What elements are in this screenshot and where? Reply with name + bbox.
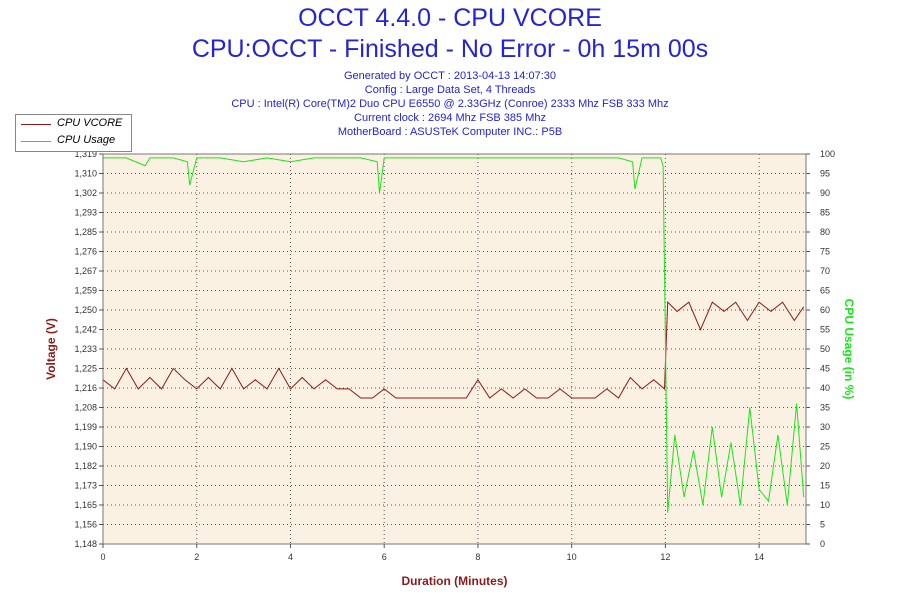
y-left-tick-label: 1,293 [74,208,97,218]
y-right-tick-label: 70 [820,266,830,276]
y-right-tick-label: 5 [820,520,825,530]
y-left-tick-label: 1,267 [74,266,97,276]
y-left-tick-label: 1,250 [74,305,97,315]
y-left-tick-label: 1,259 [74,286,97,296]
x-tick-label: 4 [288,552,293,562]
info-generated: Generated by OCCT : 2013-04-13 14:07:30 [344,70,556,82]
y-right-tick-label: 50 [820,344,830,354]
y-left-tick-label: 1,208 [74,403,97,413]
x-tick-label: 10 [567,552,577,562]
y-left-tick-label: 1,199 [74,422,97,432]
y-axis-right-label: CPU Usage (in %) [842,299,856,400]
y-left-tick-label: 1,216 [74,383,97,393]
x-tick-label: 6 [382,552,387,562]
legend-swatch-vcore [21,124,51,125]
y-left-tick-label: 1,310 [74,169,97,179]
y-left-tick-label: 1,190 [74,442,97,452]
y-right-tick-label: 10 [820,500,830,510]
y-left-tick-label: 1,319 [74,149,97,159]
y-left-tick-label: 1,285 [74,227,97,237]
info-clock: Current clock : 2694 Mhz FSB 385 Mhz [354,112,546,124]
series-layer [102,157,805,513]
y-right-tick-label: 20 [820,461,830,471]
y-left-tick-label: 1,225 [74,364,97,374]
x-axis-label: Duration (Minutes) [402,574,508,588]
y-left-tick-label: 1,148 [74,539,97,549]
y-right-tick-label: 90 [820,188,830,198]
y-right-tick-label: 80 [820,227,830,237]
y-right-tick-label: 0 [820,539,825,549]
x-tick-label: 0 [100,552,105,562]
legend-swatch-usage [21,141,51,142]
y-right-tick-label: 25 [820,442,830,452]
y-right-tick-label: 15 [820,481,830,491]
chart-subtitle: CPU:OCCT - Finished - No Error - 0h 15m … [191,35,709,63]
y-right-tick-label: 45 [820,364,830,374]
y-right-tick-label: 55 [820,325,830,335]
chart-title: OCCT 4.4.0 - CPU VCORE [298,4,602,32]
y-right-tick-label: 85 [820,208,830,218]
y-right-tick-label: 35 [820,403,830,413]
tick-layer: 0 2 4 6 8 10 12 14 1,148 1,156 1,165 1,173 1,182 1,19… [74,149,835,562]
legend-label-vcore: CPU VCORE [57,117,123,129]
series-line-usage [103,157,805,513]
series-line-vcore [102,301,805,399]
y-left-tick-label: 1,182 [74,461,97,471]
y-left-tick-label: 1,233 [74,344,97,354]
y-right-tick-label: 65 [820,286,830,296]
y-left-tick-label: 1,242 [74,325,97,335]
y-axis-left-label: Voltage (V) [44,318,58,380]
y-right-tick-label: 95 [820,169,830,179]
y-left-tick-label: 1,156 [74,520,97,530]
legend: CPU VCORE CPU Usage [15,114,132,152]
y-left-tick-label: 1,276 [74,247,97,257]
y-right-tick-label: 100 [820,149,835,159]
y-right-tick-label: 30 [820,422,830,432]
x-tick-label: 14 [754,552,764,562]
y-right-tick-label: 75 [820,247,830,257]
x-tick-label: 12 [660,552,670,562]
info-cpu: CPU : Intel(R) Core(TM)2 Duo CPU E6550 @… [231,98,669,110]
plot-area [103,154,806,544]
y-right-tick-label: 40 [820,383,830,393]
y-left-tick-label: 1,302 [74,188,97,198]
x-tick-label: 8 [475,552,480,562]
info-motherboard: MotherBoard : ASUSTeK Computer INC.: P5B [337,126,563,138]
y-left-tick-label: 1,165 [74,500,97,510]
info-config: Config : Large Data Set, 4 Threads [364,84,536,96]
x-tick-label: 2 [194,552,199,562]
y-right-tick-label: 60 [820,305,830,315]
legend-label-usage: CPU Usage [57,134,116,146]
y-left-tick-label: 1,173 [74,481,97,491]
